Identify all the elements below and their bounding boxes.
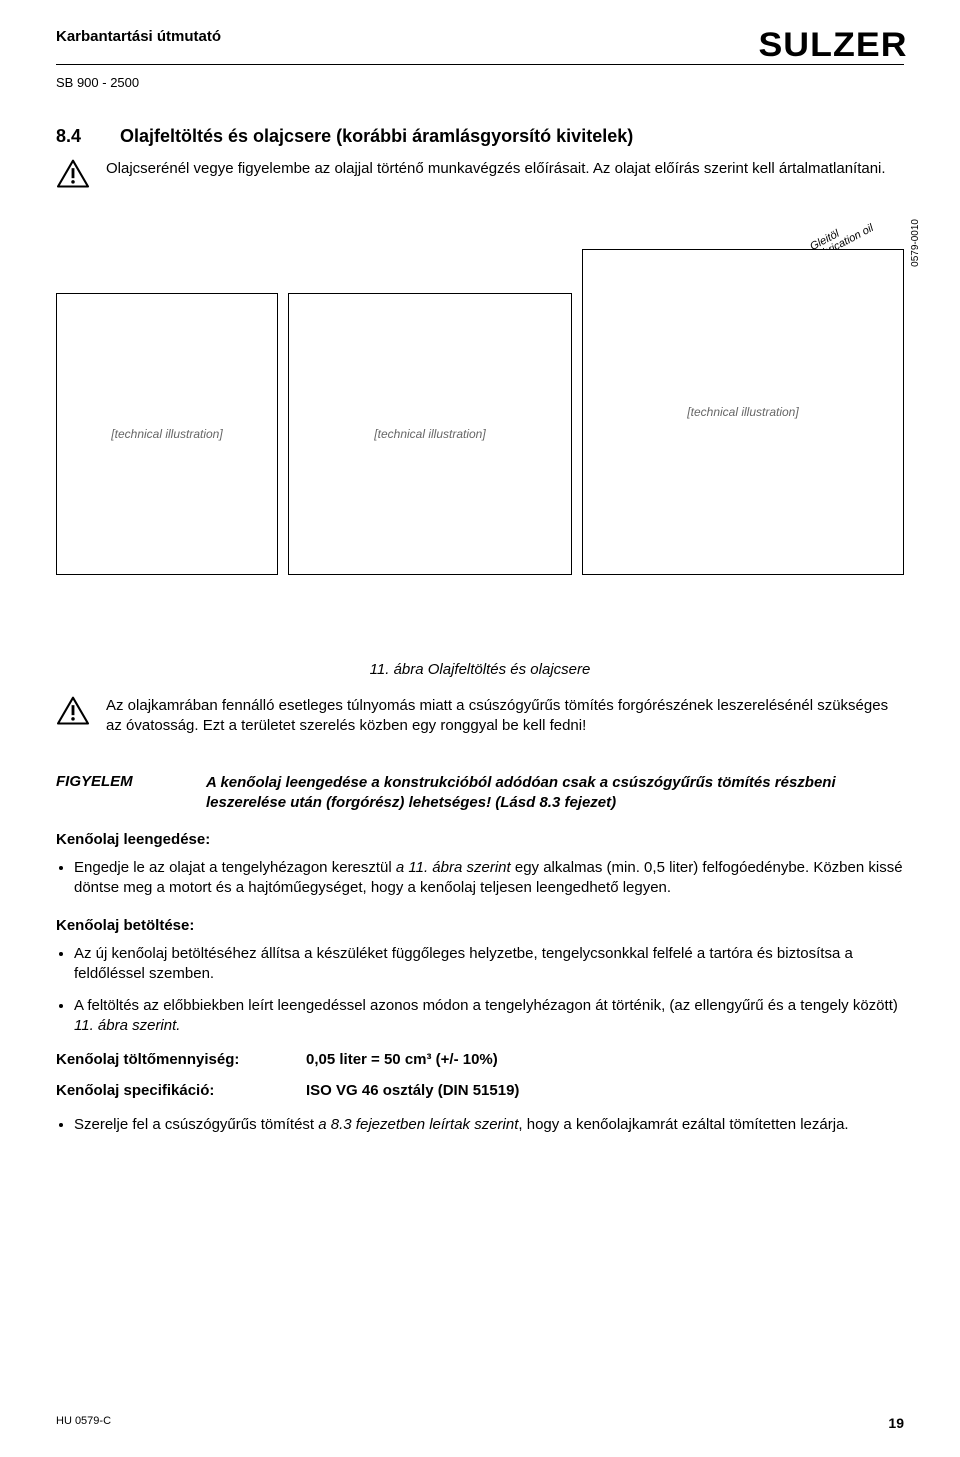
- attention-text: A kenőolaj leengedése a konstrukcióból a…: [206, 773, 904, 814]
- qty-row: Kenőolaj töltőmennyiség: 0,05 liter = 50…: [56, 1051, 904, 1068]
- page-number: 19: [888, 1415, 904, 1431]
- attention-label: FIGYELEM: [56, 773, 166, 814]
- warning-triangle-icon: [56, 696, 90, 726]
- figure-placeholder-1: [technical illustration]: [111, 427, 222, 441]
- warning-text-1: Olajcserénél vegye figyelembe az olajjal…: [106, 159, 886, 179]
- drain-bullet-b: a 11. ábra szerint: [396, 859, 511, 876]
- section-title: Olajfeltöltés és olajcsere (korábbi áram…: [120, 126, 633, 147]
- qty-label: Kenőolaj töltőmennyiség:: [56, 1051, 276, 1068]
- qty-value: 0,05 liter = 50 cm³ (+/- 10%): [306, 1051, 498, 1068]
- figure-panel-2: [technical illustration]: [288, 293, 572, 575]
- spec-row: Kenőolaj specifikáció: ISO VG 46 osztály…: [56, 1082, 904, 1099]
- drain-list: Engedje le az olajat a tengelyhézagon ke…: [56, 858, 904, 899]
- figure-placeholder-2: [technical illustration]: [374, 427, 485, 441]
- page: Karbantartási útmutató SULZER SB 900 - 2…: [0, 0, 960, 1457]
- warning-triangle-icon: [56, 159, 90, 189]
- drain-heading: Kenőolaj leengedése:: [56, 831, 904, 848]
- figure-panel-3: [technical illustration]: [582, 249, 904, 575]
- drain-bullet-a: Engedje le az olajat a tengelyhézagon ke…: [74, 859, 396, 876]
- final-a: Szerelje fel a csúszógyűrűs tömítést: [74, 1116, 318, 1133]
- attention-block: FIGYELEM A kenőolaj leengedése a konstru…: [56, 773, 904, 814]
- figure-panel-1: [technical illustration]: [56, 293, 278, 575]
- warning-text-2: Az olajkamrában fennálló esetleges túlny…: [106, 696, 904, 737]
- fill-bullet-2b: 11. ábra szerint.: [74, 1017, 180, 1034]
- final-b: a 8.3 fejezetben leírtak szerint: [318, 1116, 518, 1133]
- spec-value: ISO VG 46 osztály (DIN 51519): [306, 1082, 519, 1099]
- fill-bullet-2: A feltöltés az előbbiekben leírt leenged…: [74, 996, 904, 1037]
- final-c: , hogy a kenőolajkamrát ezáltal tömített…: [518, 1116, 848, 1133]
- final-list: Szerelje fel a csúszógyűrűs tömítést a 8…: [56, 1115, 904, 1135]
- brand-logo: SULZER: [758, 28, 907, 62]
- spec-label: Kenőolaj specifikáció:: [56, 1082, 276, 1099]
- doc-title: Karbantartási útmutató: [56, 28, 221, 45]
- fill-bullet-1: Az új kenőolaj betöltéséhez állítsa a ké…: [74, 944, 904, 985]
- footer: HU 0579-C 19: [56, 1415, 904, 1431]
- model-code: SB 900 - 2500: [56, 75, 904, 90]
- fill-bullet-2a: A feltöltés az előbbiekben leírt leenged…: [74, 997, 898, 1014]
- fill-list: Az új kenőolaj betöltéséhez állítsa a ké…: [56, 944, 904, 1037]
- figure-caption: 11. ábra Olajfeltöltés és olajcsere: [56, 661, 904, 678]
- footer-code: HU 0579-C: [56, 1415, 111, 1431]
- fill-heading: Kenőolaj betöltése:: [56, 917, 904, 934]
- final-bullet: Szerelje fel a csúszógyűrűs tömítést a 8…: [74, 1115, 904, 1135]
- drain-bullet: Engedje le az olajat a tengelyhézagon ke…: [74, 858, 904, 899]
- warning-block-1: Olajcserénél vegye figyelembe az olajjal…: [56, 159, 904, 189]
- figure-area: 0579-0010 Gleitöl lubrication oil [techn…: [56, 203, 904, 653]
- section-heading: 8.4 Olajfeltöltés és olajcsere (korábbi …: [56, 126, 904, 147]
- figure-code: 0579-0010: [910, 219, 921, 267]
- header-row: Karbantartási útmutató SULZER: [56, 28, 904, 65]
- warning-block-2: Az olajkamrában fennálló esetleges túlny…: [56, 696, 904, 737]
- figure-placeholder-3: [technical illustration]: [687, 405, 798, 419]
- section-number: 8.4: [56, 126, 100, 147]
